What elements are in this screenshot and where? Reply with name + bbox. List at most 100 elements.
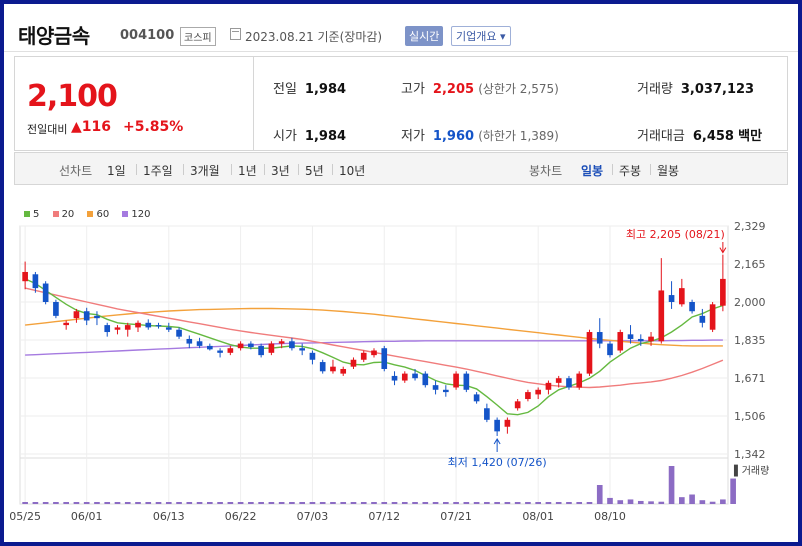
x-tick-label: 05/25 <box>9 510 41 523</box>
volume: 거래량 3,037,123 <box>637 78 754 97</box>
candle-body <box>607 343 613 356</box>
volume-bar <box>443 502 449 504</box>
max-arrowhead <box>719 247 727 254</box>
lower-limit: (하한가 1,389) <box>478 129 559 143</box>
chart-tabs: 선차트 1일 1주일 3개월 1년 3년 5년 10년 봉차트 일봉 주봉 월봉 <box>14 152 788 185</box>
volume-bar <box>504 502 511 504</box>
trade-amount: 거래대금 6,458 백만 <box>637 125 762 144</box>
volume-bar <box>165 502 172 504</box>
x-tick-label: 06/13 <box>153 510 185 523</box>
realtime-button[interactable]: 실시간 <box>405 26 444 46</box>
tab-monthly[interactable]: 월봉 <box>657 164 680 178</box>
candle-body <box>268 343 275 353</box>
y-tick-label: 1,671 <box>734 372 766 385</box>
volume-bar <box>545 502 552 504</box>
volume-bar <box>391 502 398 504</box>
volume-bar <box>350 502 357 504</box>
volume-bar <box>730 478 736 504</box>
market-badge: 코스피 <box>180 27 216 46</box>
candle-body <box>699 315 706 323</box>
volume-bar <box>422 502 429 504</box>
candle-body <box>248 343 254 348</box>
min-arrowhead <box>493 438 501 445</box>
candle-body <box>494 419 500 432</box>
volume-bar <box>453 502 459 504</box>
volume-bar <box>494 502 500 504</box>
low-value: 1,960 <box>432 129 475 144</box>
tab-1y[interactable]: 1년 <box>238 164 257 178</box>
tab-3y[interactable]: 3년 <box>271 164 290 178</box>
candle-body <box>350 359 357 367</box>
volume-bar <box>114 502 121 504</box>
tab-weekly[interactable]: 주봉 <box>619 164 642 178</box>
calendar-icon <box>230 28 241 40</box>
candle-body <box>319 362 326 372</box>
tab-10y[interactable]: 10년 <box>339 164 366 178</box>
volume-bar <box>360 502 367 504</box>
volume-bar <box>135 502 141 504</box>
candle-body <box>617 332 624 351</box>
candle-body <box>32 274 39 289</box>
candlestick-chart[interactable]: 2,329 2,165 2,000 1,835 1,671 1,506 1,342 05/25… <box>4 4 798 542</box>
y-tick-label: 2,165 <box>734 258 766 271</box>
tab-5y[interactable]: 5년 <box>305 164 324 178</box>
volume-bar <box>83 502 90 504</box>
line-chart-label: 선차트 <box>59 164 93 178</box>
candle-body <box>42 283 49 302</box>
x-tick-label: 07/12 <box>368 510 400 523</box>
candle-body <box>145 322 152 328</box>
volume-bar <box>32 502 39 504</box>
volume-bar <box>555 502 562 504</box>
candle-body <box>340 368 347 374</box>
volume-bar <box>514 502 521 504</box>
volume-bar <box>689 494 695 504</box>
candle-body <box>484 408 490 420</box>
candle-body <box>473 394 480 402</box>
candle-body <box>104 325 111 333</box>
legend-ma60: 60 <box>87 209 109 220</box>
tab-1w[interactable]: 1주일 <box>143 164 173 178</box>
candle-body <box>504 419 511 427</box>
ma5-line <box>24 278 724 416</box>
candle-body <box>227 348 234 353</box>
volume-bar <box>617 500 624 504</box>
open-value: 1,984 <box>304 129 347 144</box>
volume-bar <box>627 499 634 504</box>
legend-ma5: 5 <box>24 209 39 220</box>
price-summary: 2,100 전일대비 ▲116 +5.85% 전일 1,984 시가 1,984 고… <box>14 56 788 151</box>
volume-bar <box>176 502 182 504</box>
volume-bar <box>586 502 593 504</box>
low-label: 저가 <box>401 129 425 144</box>
upper-limit: (상한가 2,575) <box>478 82 559 96</box>
volume-bar <box>53 502 59 504</box>
volume-bar <box>576 502 583 504</box>
y-tick-label: 1,342 <box>734 448 766 461</box>
tab-daily[interactable]: 일봉 <box>581 164 604 178</box>
candle-body <box>566 378 572 388</box>
amount-unit: 백만 <box>738 129 763 144</box>
low-price: 저가 1,960 (하한가 1,389) <box>401 125 559 144</box>
company-info-dropdown[interactable]: 기업개요 ▾ <box>451 26 511 46</box>
y-tick-label: 1,835 <box>734 334 766 347</box>
tab-1d[interactable]: 1일 <box>107 164 126 178</box>
volume-label: ▌거래량 <box>733 464 769 477</box>
volume-bar <box>381 502 388 504</box>
volume-bar <box>94 502 100 504</box>
candle-body <box>258 345 264 356</box>
candle-body <box>299 348 305 351</box>
volume-bar <box>73 502 80 504</box>
candle-body <box>135 322 141 328</box>
volume-bar <box>709 501 716 504</box>
volume-bar <box>463 502 470 504</box>
volume-bar <box>217 502 223 504</box>
volume-bar <box>596 485 603 504</box>
candle-body <box>668 295 675 302</box>
volume-bar <box>42 502 49 504</box>
candle-body <box>689 302 695 312</box>
plot-frame <box>19 225 729 505</box>
prev-close-value: 1,984 <box>304 82 347 97</box>
volume-bar <box>155 502 162 504</box>
tab-3m[interactable]: 3개월 <box>190 164 220 178</box>
volume-label: 거래량 <box>637 82 673 97</box>
candle-body <box>679 288 685 305</box>
